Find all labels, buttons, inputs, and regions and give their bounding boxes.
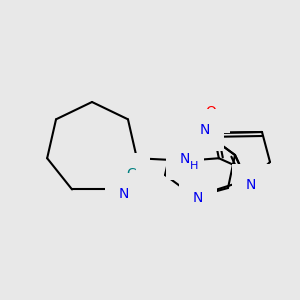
Text: C: C (126, 167, 136, 181)
Text: N: N (180, 152, 190, 166)
Text: N: N (119, 187, 129, 201)
Text: N: N (200, 123, 210, 137)
Text: N: N (246, 178, 256, 192)
Text: H: H (190, 161, 198, 171)
Text: N: N (193, 191, 203, 205)
Text: O: O (206, 105, 216, 119)
